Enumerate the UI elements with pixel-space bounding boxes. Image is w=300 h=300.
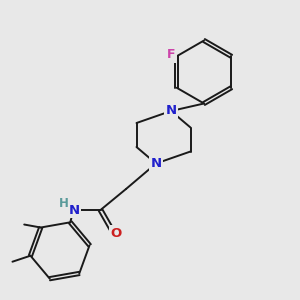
Text: F: F [167,48,176,61]
Text: N: N [69,203,80,217]
Text: O: O [110,227,122,240]
Text: N: N [150,157,162,170]
Text: H: H [59,197,68,210]
Text: N: N [165,104,177,118]
